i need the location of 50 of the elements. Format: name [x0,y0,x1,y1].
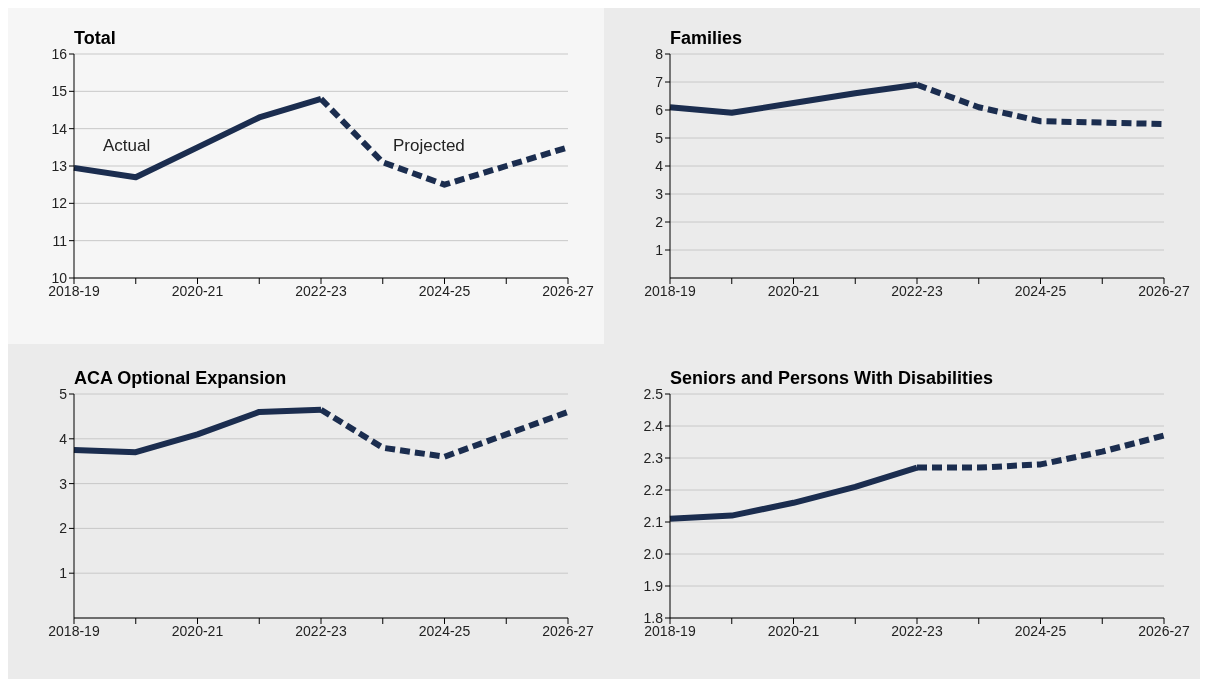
x-tick-label: 2024-25 [418,622,471,639]
y-tick-label: 11 [52,232,68,249]
y-tick-label: 5 [655,129,664,146]
y-tick-label: 1 [655,241,664,258]
chart-title: Total [74,28,116,49]
y-tick-label: 2.5 [643,385,664,402]
y-tick-label: 2.4 [643,417,664,434]
y-tick-label: 8 [655,45,664,62]
x-tick-label: 2022-23 [891,622,943,639]
annotation: Projected [393,136,465,156]
y-tick-label: 14 [51,120,68,137]
y-tick-label: 3 [655,185,664,202]
y-tick-label: 4 [59,430,68,447]
x-tick-label: 2018-19 [644,282,696,299]
x-tick-label: 2020-21 [767,622,820,639]
y-tick-label: 5 [59,385,68,402]
y-tick-label: 7 [655,73,664,90]
annotation: Actual [103,136,151,156]
chart-title: ACA Optional Expansion [74,368,287,389]
y-tick-label: 16 [51,45,68,62]
y-tick-label: 2.1 [643,513,664,530]
y-tick-label: 1.9 [643,577,664,594]
y-tick-label: 2.0 [643,545,664,562]
y-tick-label: 4 [655,157,664,174]
x-tick-label: 2026-27 [1138,622,1190,639]
x-tick-label: 2026-27 [542,622,594,639]
y-tick-label: 2.3 [643,449,664,466]
x-tick-label: 2026-27 [542,282,594,299]
y-tick-label: 2 [59,520,68,537]
chart-title: Seniors and Persons With Disabilities [670,368,993,389]
x-tick-label: 2024-25 [1014,282,1067,299]
chart-title: Families [670,28,743,49]
x-tick-label: 2022-23 [295,622,347,639]
y-tick-label: 13 [51,157,68,174]
x-tick-label: 2022-23 [295,282,347,299]
y-tick-label: 6 [655,101,664,118]
y-tick-label: 2 [655,213,664,230]
x-tick-label: 2024-25 [418,282,471,299]
x-tick-label: 2022-23 [891,282,943,299]
y-tick-label: 12 [51,195,68,212]
x-tick-label: 2024-25 [1014,622,1067,639]
y-tick-label: 1 [59,565,68,582]
x-tick-label: 2020-21 [767,282,820,299]
x-tick-label: 2020-21 [171,282,224,299]
x-tick-label: 2020-21 [171,622,224,639]
x-tick-label: 2018-19 [48,622,100,639]
y-tick-label: 2.2 [643,481,664,498]
y-tick-label: 15 [51,83,68,100]
x-tick-label: 2026-27 [1138,282,1190,299]
y-tick-label: 3 [59,475,68,492]
